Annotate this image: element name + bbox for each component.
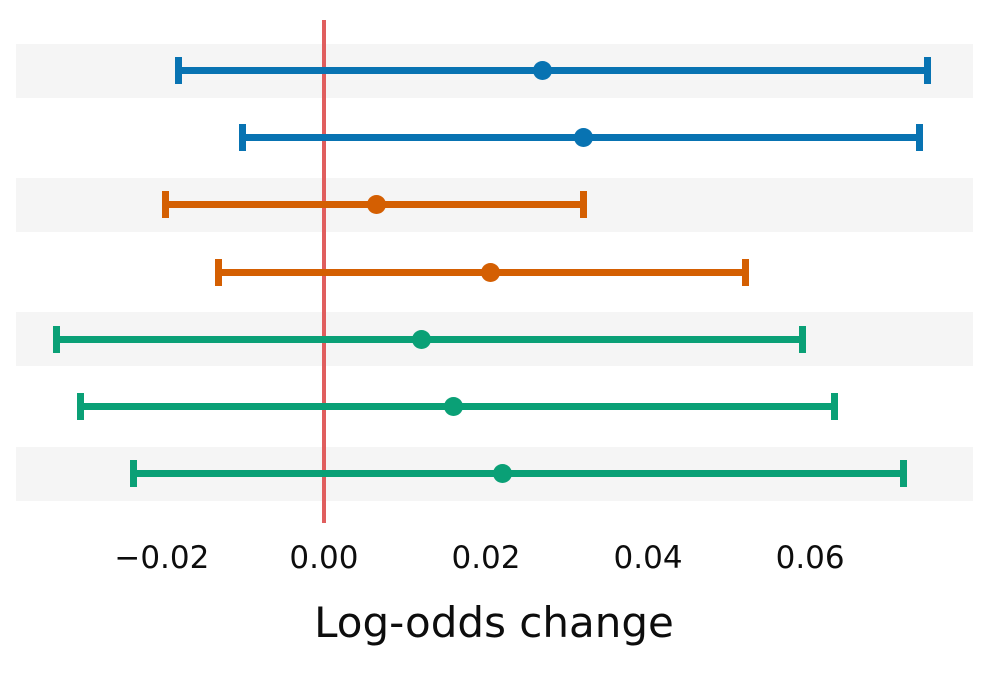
errorbar-cap-low <box>174 57 182 84</box>
x-tick-label: 0.00 <box>289 540 359 576</box>
errorbar-cap-low <box>129 460 137 488</box>
point-estimate-marker <box>444 397 464 416</box>
x-tick-label: 0.02 <box>451 540 521 576</box>
errorbar-line <box>133 470 904 478</box>
errorbar-cap-high <box>579 191 587 219</box>
errorbar-line <box>178 67 928 74</box>
errorbar-cap-low <box>215 258 223 286</box>
point-estimate-marker <box>573 128 593 148</box>
point-estimate-marker <box>492 464 512 484</box>
errorbar-cap-high <box>924 57 932 84</box>
errorbar-cap-low <box>162 191 170 219</box>
x-axis-label: Log-odds change <box>314 598 674 647</box>
x-tick-label: 0.06 <box>775 540 845 576</box>
point-estimate-marker <box>533 61 553 80</box>
errorbar-cap-high <box>899 460 907 488</box>
errorbar-cap-high <box>916 124 924 152</box>
errorbar-cap-high <box>741 258 749 286</box>
errorbar-cap-low <box>53 325 61 353</box>
errorbar-cap-high <box>798 325 806 353</box>
errorbar-cap-low <box>239 124 247 152</box>
errorbar-cap-high <box>830 393 838 420</box>
point-estimate-marker <box>367 195 387 215</box>
point-estimate-marker <box>480 262 500 282</box>
errorbar-cap-low <box>77 393 85 420</box>
x-tick-label: −0.02 <box>114 540 210 576</box>
point-estimate-marker <box>411 329 431 349</box>
x-tick-label: 0.04 <box>613 540 683 576</box>
